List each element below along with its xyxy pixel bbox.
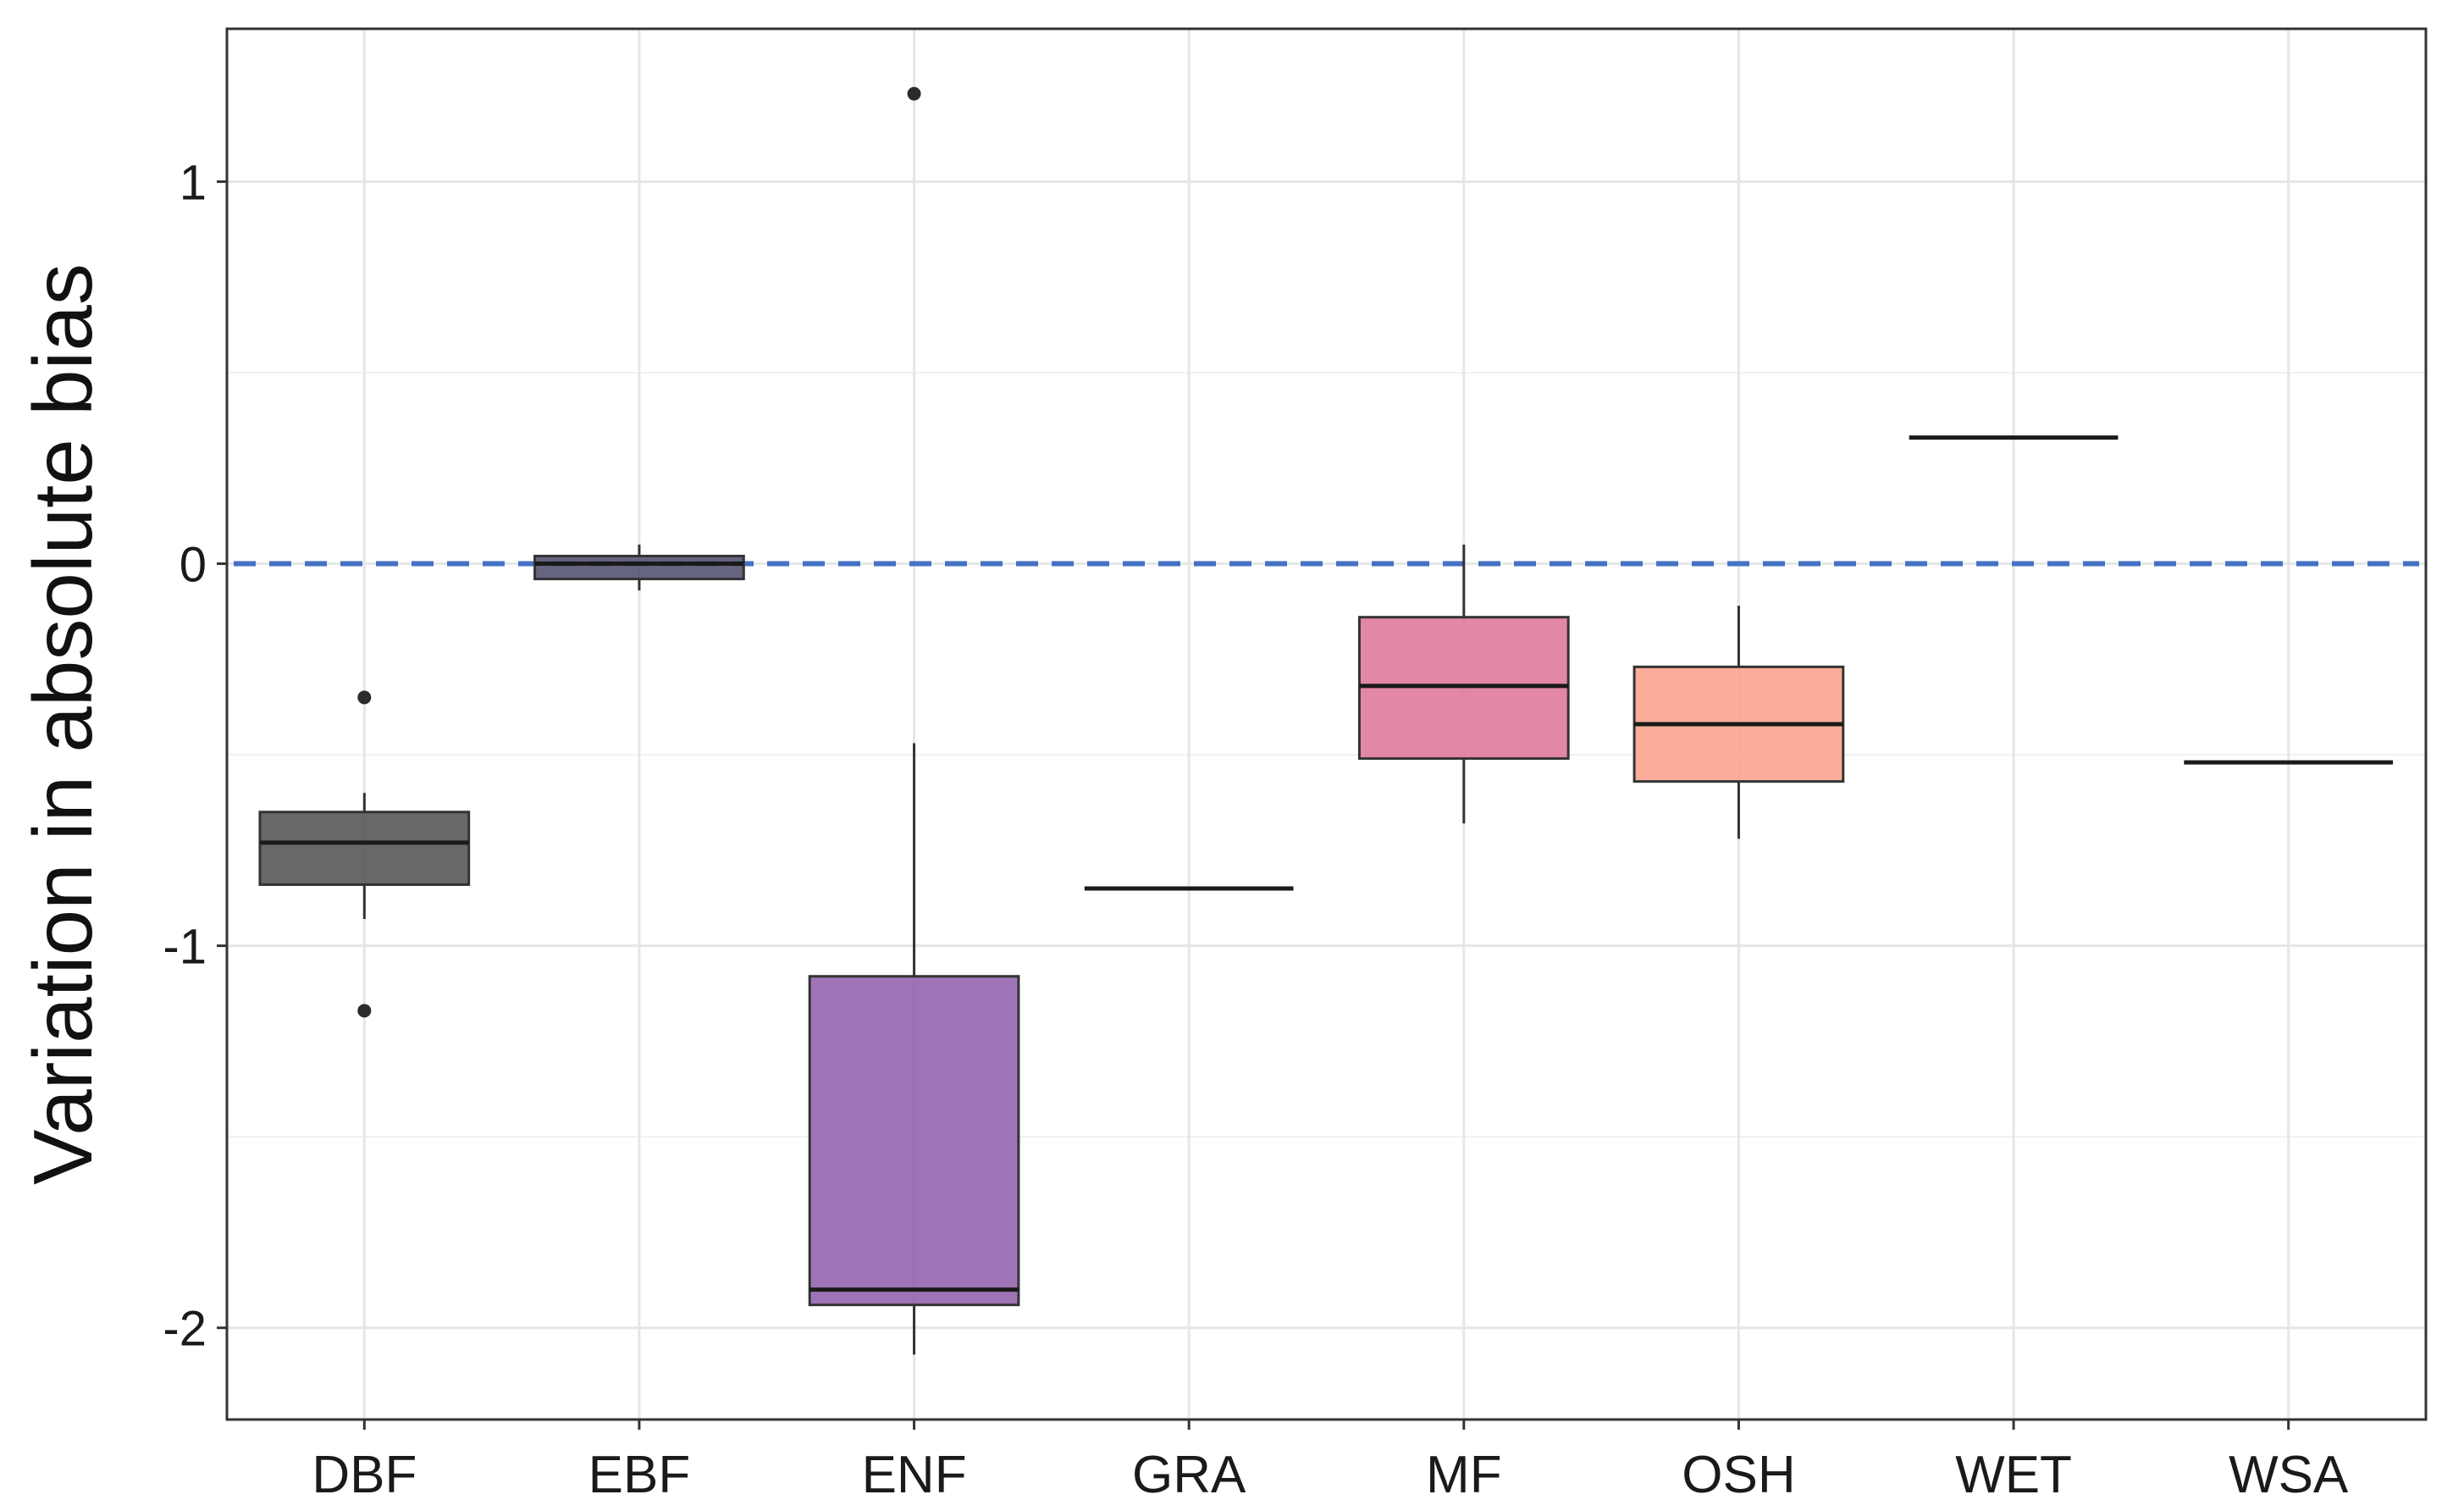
x-tick-label: WSA [2229, 1446, 2349, 1504]
x-tick-label: DBF [312, 1446, 417, 1504]
x-tick-label: GRA [1132, 1446, 1246, 1504]
box-osh [1633, 606, 1845, 839]
plot-panel-border [225, 27, 2428, 1421]
box-enf [808, 86, 1020, 1355]
outlier-point [357, 1004, 372, 1018]
x-tick-label: ENF [862, 1446, 967, 1504]
y-axis-title: Variation in absolute bias [16, 263, 109, 1185]
x-tick-label: OSH [1682, 1446, 1795, 1504]
box-mf [1357, 544, 1570, 824]
box-ebf [533, 544, 745, 591]
y-axis-ticks: -2 -1 0 1 [163, 155, 227, 1357]
y-tick-label: -2 [163, 1302, 207, 1357]
box-dbf [258, 690, 471, 1018]
x-axis-ticks: DBF EBF ENF GRA MF OSH WET WSA [312, 1420, 2349, 1504]
box-body [808, 975, 1020, 1307]
outlier-point [907, 86, 921, 101]
y-tick-label: -1 [163, 920, 207, 975]
box-body [258, 811, 471, 886]
x-tick-label: MF [1426, 1446, 1502, 1504]
boxes-group [258, 86, 2394, 1355]
y-tick-label: 0 [180, 538, 207, 593]
box-body [533, 555, 745, 581]
x-tick-label: EBF [588, 1446, 691, 1504]
outlier-point [357, 690, 372, 705]
y-tick-label: 1 [180, 155, 207, 210]
x-tick-label: WET [1955, 1446, 2072, 1504]
